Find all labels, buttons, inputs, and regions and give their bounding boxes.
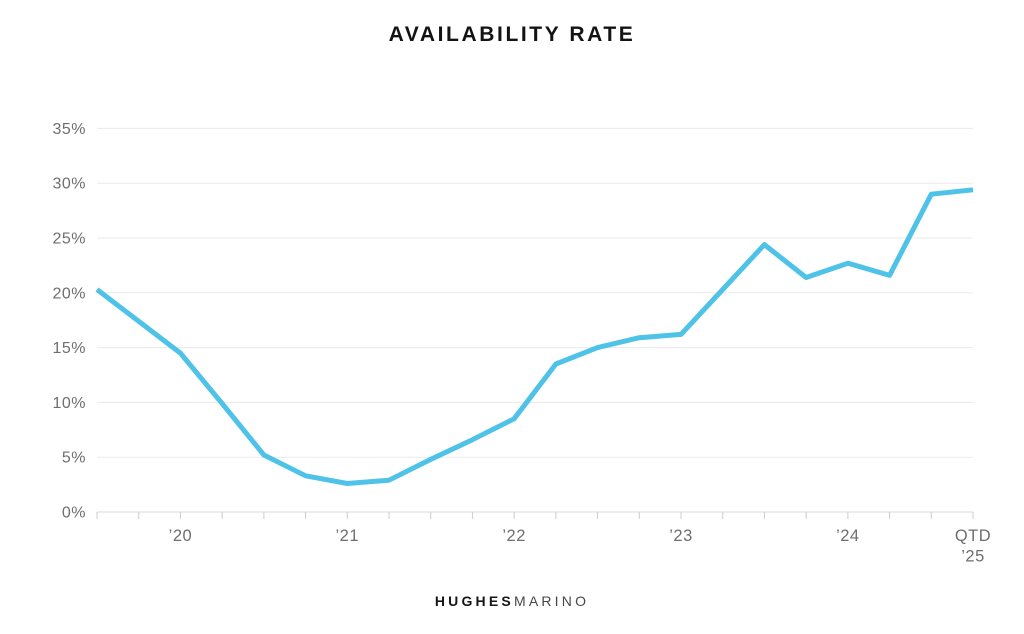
y-axis-tick-label: 10%	[52, 395, 86, 412]
x-axis-tick-label: ’25	[961, 548, 985, 566]
y-axis-tick-label: 0%	[62, 505, 86, 522]
y-axis-tick-label: 30%	[52, 176, 86, 193]
brand-name-marino: MARINO	[513, 593, 590, 609]
x-axis-tick-label: ’24	[836, 527, 860, 545]
brand-name-hughes: HUGHES	[434, 593, 514, 609]
x-axis-tick-label: ’22	[502, 527, 526, 545]
x-axis-tick-label: ’23	[669, 527, 693, 545]
y-axis-tick-label: 35%	[52, 121, 86, 138]
availability-rate-line	[95, 187, 974, 486]
y-axis-tick-label: 25%	[52, 231, 86, 248]
brand-logo: HUGHESMARINO	[0, 593, 1024, 609]
x-axis-tick-label: ’21	[336, 527, 360, 545]
y-axis-tick-label: 20%	[52, 285, 86, 302]
x-axis-tick-label: QTD	[955, 527, 991, 545]
y-axis-tick-label: 15%	[52, 340, 86, 357]
y-axis-tick-label: 5%	[62, 450, 86, 467]
x-axis-tick-label: ’20	[169, 527, 193, 545]
chart-title: AVAILABILITY RATE	[388, 23, 636, 46]
